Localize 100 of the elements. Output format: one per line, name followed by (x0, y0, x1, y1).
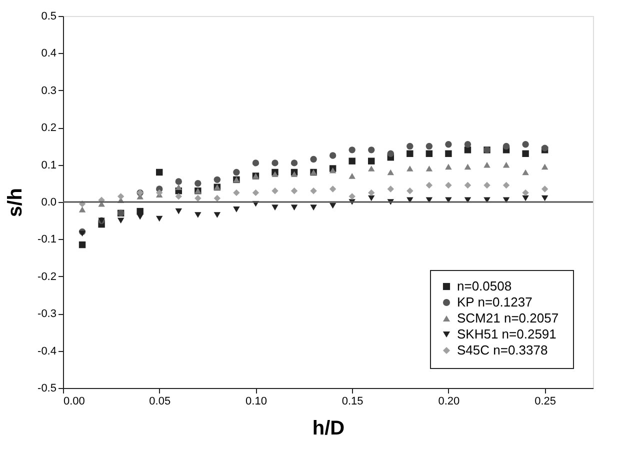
point (445, 164, 452, 170)
point (445, 150, 452, 157)
y-axis-title: s/h (4, 188, 27, 217)
point (368, 158, 375, 164)
point (464, 140, 472, 148)
point (252, 189, 260, 196)
point (387, 169, 394, 176)
point (117, 193, 124, 200)
point (194, 194, 202, 202)
point (194, 212, 202, 218)
point (175, 193, 182, 200)
point (502, 162, 510, 168)
point (522, 150, 529, 157)
point (136, 208, 144, 215)
point (175, 184, 182, 190)
point (484, 162, 490, 168)
y-tick-label: 0.4 (41, 48, 56, 60)
y-tick-label: -0.1 (38, 234, 56, 246)
point (156, 216, 163, 222)
point (541, 186, 548, 192)
point (252, 160, 260, 166)
point (329, 202, 336, 209)
point (214, 194, 221, 202)
point (214, 212, 221, 218)
point (348, 158, 356, 164)
point (464, 182, 472, 189)
point (272, 187, 278, 194)
point (329, 152, 336, 159)
point (272, 160, 278, 166)
point (445, 182, 452, 189)
legend-label: SKH51 n=0.2591 (457, 326, 556, 342)
point (406, 166, 414, 172)
point (464, 164, 472, 170)
point (272, 204, 278, 210)
point (348, 193, 356, 200)
point (290, 187, 298, 194)
y-tick-label: -0.3 (38, 308, 56, 320)
point (310, 204, 317, 210)
point (78, 206, 86, 212)
x-tick-label: 0.10 (246, 396, 267, 408)
point (117, 218, 124, 224)
point (368, 189, 375, 196)
point (310, 156, 317, 163)
x-tick-label: 0.20 (438, 396, 460, 408)
y-tick-label: 0.5 (41, 10, 56, 22)
legend-label: n=0.0508 (457, 278, 512, 294)
point (175, 178, 182, 185)
point (502, 142, 510, 150)
point (310, 187, 317, 194)
x-axis-title: h/D (312, 418, 345, 440)
point (426, 142, 433, 150)
legend-label: S45C n=0.3378 (457, 342, 548, 358)
point (426, 182, 433, 189)
legend-label: SCM21 n=0.2057 (457, 310, 559, 326)
point (233, 168, 240, 176)
point (426, 197, 433, 204)
y-tick-label: 0.3 (41, 84, 56, 97)
point (290, 160, 298, 166)
point (406, 142, 414, 150)
point (541, 164, 548, 170)
x-tick-label: 0.00 (64, 396, 85, 408)
point (368, 166, 375, 172)
point (426, 166, 433, 172)
point (348, 146, 356, 154)
point (522, 169, 529, 176)
point (175, 208, 182, 214)
point (78, 241, 86, 248)
legend-label: KP n=0.1237 (457, 294, 532, 310)
x-tick-label: 0.05 (149, 396, 171, 408)
point (156, 189, 163, 196)
point (502, 197, 510, 204)
point (387, 186, 394, 192)
point (406, 187, 414, 194)
point (387, 150, 394, 157)
point (426, 150, 433, 157)
point (368, 146, 375, 154)
point (502, 182, 510, 189)
point (348, 173, 356, 179)
point (522, 140, 529, 148)
y-tick-label: 0.2 (41, 122, 56, 134)
point (272, 171, 278, 178)
point (406, 150, 414, 157)
point (290, 171, 298, 178)
point (522, 189, 529, 196)
y-tick-label: -0.4 (38, 345, 56, 358)
x-tick-label: 0.25 (534, 396, 556, 408)
y-tick-label: -0.5 (38, 382, 56, 394)
point (484, 182, 490, 189)
point (136, 214, 144, 220)
point (329, 186, 336, 192)
point (78, 230, 86, 237)
y-tick-label: 0.0 (41, 196, 56, 208)
point (445, 197, 452, 204)
y-tick-label: -0.2 (38, 270, 56, 283)
point (368, 195, 375, 202)
point (464, 146, 472, 154)
point (522, 195, 529, 202)
point (406, 197, 414, 204)
point (541, 195, 548, 202)
point (233, 189, 240, 196)
